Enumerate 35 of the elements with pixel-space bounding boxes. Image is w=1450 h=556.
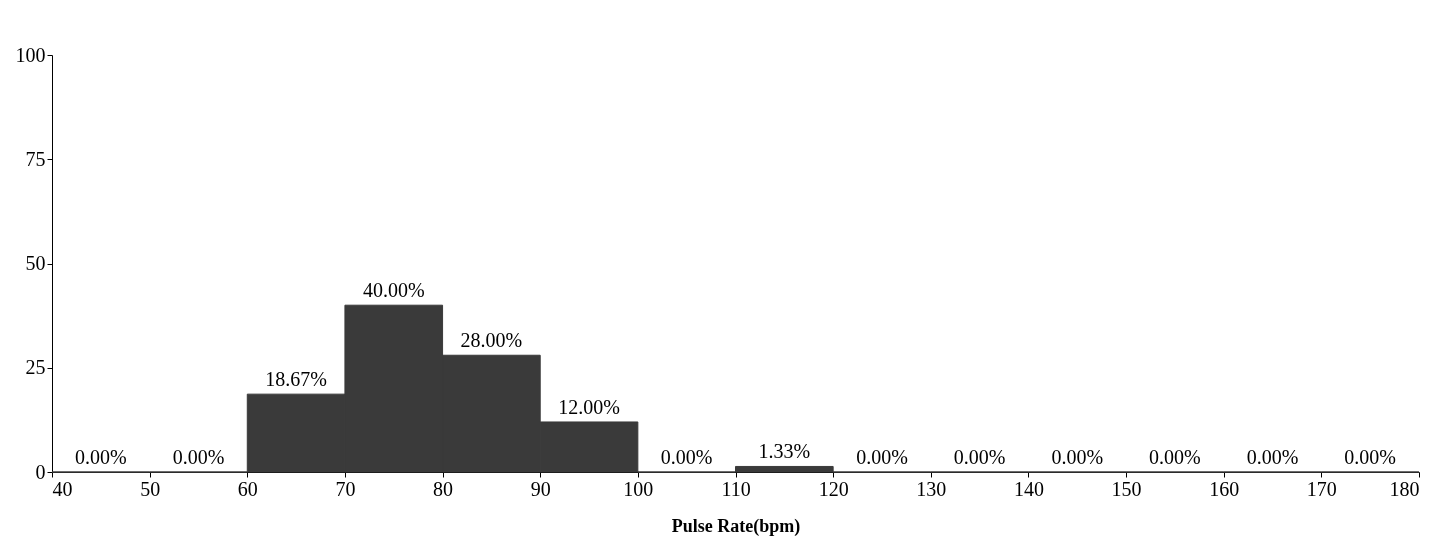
data-label: 0.00% [660,446,713,468]
x-tick-label: 150 [1111,477,1142,500]
x-tick-label: 50 [140,477,161,500]
data-label: 18.67% [265,368,327,391]
x-tick-label: 60 [237,477,258,500]
y-tick-label: 0 [35,460,46,483]
data-label: 0.00% [1246,446,1299,468]
data-label: 0.00% [1149,446,1201,468]
x-tick-label: 140 [1013,477,1044,500]
data-label: 0.00% [953,446,1006,468]
x-tick-label: 70 [335,477,356,500]
y-tick-label: 75 [25,147,46,170]
y-tick-label: 100 [15,43,46,66]
data-label: 0.00% [172,446,225,468]
data-label: 40.00% [362,279,425,302]
x-tick-label: 170 [1306,477,1337,500]
x-tick-label: 40 [52,477,73,500]
x-tick-label: 90 [530,477,551,500]
y-tick-label: 50 [25,252,46,274]
x-tick-label: 110 [721,477,751,500]
x-tick-label: 100 [623,477,654,500]
data-label: 28.00% [460,329,523,352]
x-tick-label: 80 [433,477,454,500]
data-label: 1.33% [758,440,811,463]
x-axis-title: Pulse Rate(bpm) [671,515,801,537]
data-label: 0.00% [1344,446,1397,468]
x-tick-label: 130 [916,477,947,500]
data-label: 0.00% [1051,446,1104,468]
x-tick-label: 120 [818,477,849,500]
y-tick-label: 25 [25,356,46,379]
x-tick-label: 180 [1389,477,1420,500]
data-label: 0.00% [856,446,908,468]
data-label: 0.00% [74,446,127,468]
x-tick-label: 160 [1209,477,1240,500]
data-label: 12.00% [558,395,620,418]
